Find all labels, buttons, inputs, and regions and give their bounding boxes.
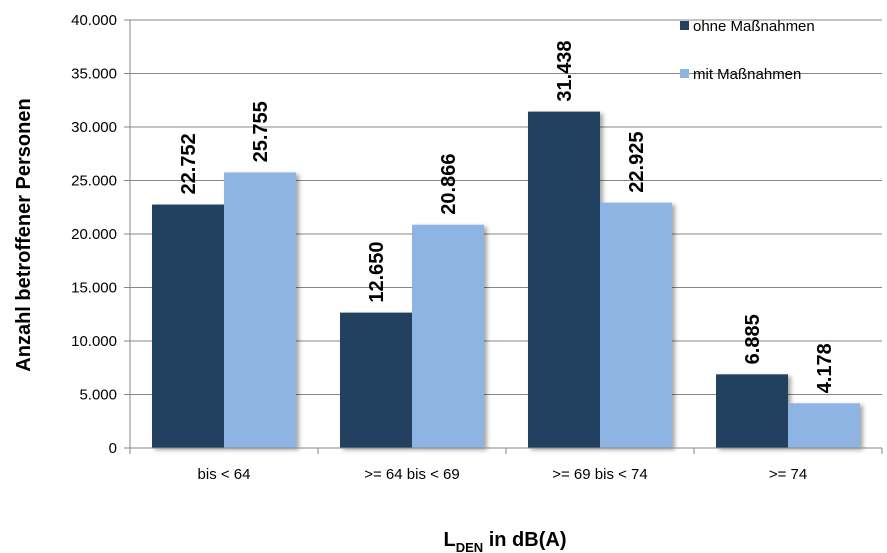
bar-ohne-massnahmen-69-bis-74: [528, 111, 600, 448]
bar-ohne-massnahmen-74: [716, 374, 788, 448]
y-tick-label: 35.000: [71, 66, 117, 83]
bar-mit-massnahmen-69-bis-74: [600, 202, 672, 448]
y-tick-label: 20.000: [71, 226, 117, 243]
bar-mit-massnahmen-bis-64: [224, 172, 296, 448]
data-label-mit-massnahmen-69-bis-74: 22.925: [626, 132, 648, 193]
y-tick-label: 40.000: [71, 12, 117, 29]
y-axis-title: Anzahl betroffener Personen: [13, 98, 35, 371]
data-label-mit-massnahmen-bis-64: 25.755: [250, 101, 272, 162]
bar-ohne-massnahmen-bis-64: [152, 204, 224, 448]
y-tick-label: 15.000: [71, 280, 117, 297]
bar-ohne-massnahmen-64-bis-69: [340, 312, 412, 448]
data-label-ohne-massnahmen-64-bis-69: 12.650: [366, 241, 388, 302]
y-tick-label: 25.000: [71, 173, 117, 190]
y-tick-label: 30.000: [71, 119, 117, 136]
legend: ohne Maßnahmen mit Maßnahmen: [680, 18, 815, 83]
x-tick-label: >= 69 bis < 74: [552, 466, 648, 483]
y-tick-label: 0: [109, 440, 117, 457]
data-labels: 22.752 25.755 12.650 20.866 31.438 22.925 6.88…: [178, 40, 836, 393]
legend-label-mit-massnahmen: mit Maßnahmen: [693, 66, 801, 83]
bar-mit-massnahmen-74: [788, 403, 860, 448]
data-label-ohne-massnahmen-bis-64: 22.752: [178, 133, 200, 194]
x-axis-title-suffix: in dB(A): [483, 529, 566, 551]
y-tick-label: 5.000: [79, 387, 117, 404]
x-axis-title-main: L: [444, 529, 456, 551]
x-axis-title-subscript: DEN: [456, 540, 483, 553]
x-tick-label: >= 74: [769, 466, 807, 483]
bars: [152, 111, 860, 448]
y-tick-labels: 0 5.000 10.000 15.000 20.000 25.000 30.000 35.0…: [71, 12, 117, 457]
data-label-mit-massnahmen-64-bis-69: 20.866: [438, 154, 460, 215]
data-label-mit-massnahmen-74: 4.178: [814, 343, 836, 393]
legend-swatch-ohne-massnahmen: [680, 21, 689, 30]
data-label-ohne-massnahmen-74: 6.885: [742, 314, 764, 364]
legend-label-ohne-massnahmen: ohne Maßnahmen: [693, 18, 815, 35]
x-tick-labels: bis < 64 >= 64 bis < 69 >= 69 bis < 74 >= 7…: [198, 466, 808, 483]
x-tick-label: bis < 64: [198, 466, 251, 483]
bar-mit-massnahmen-64-bis-69: [412, 224, 484, 448]
x-tick-label: >= 64 bis < 69: [364, 466, 460, 483]
axes: [124, 19, 883, 454]
data-label-ohne-massnahmen-69-bis-74: 31.438: [554, 40, 576, 101]
y-tick-label: 10.000: [71, 333, 117, 350]
legend-swatch-mit-massnahmen: [680, 69, 689, 78]
x-axis-title: LDEN in dB(A): [444, 529, 567, 553]
